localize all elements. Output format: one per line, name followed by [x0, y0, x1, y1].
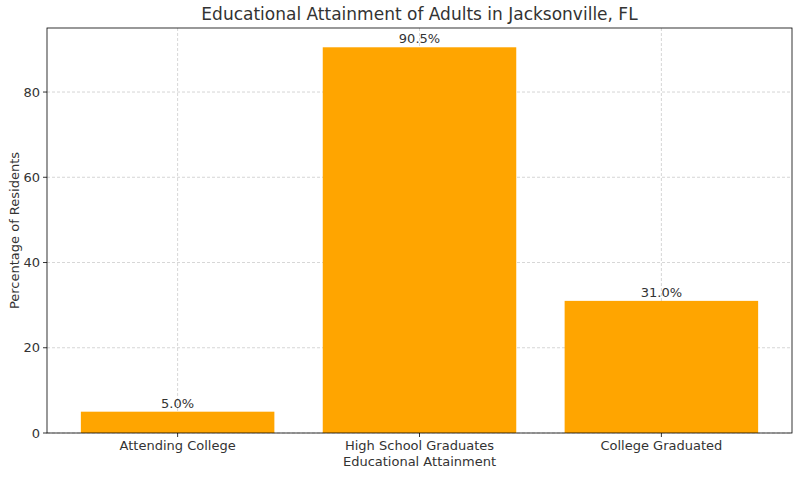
y-tick-label: 40	[23, 255, 40, 270]
y-tick	[43, 433, 47, 434]
x-tick	[661, 433, 662, 437]
bar	[81, 412, 275, 433]
x-tick-label: High School Graduates	[345, 438, 494, 453]
y-tick	[43, 262, 47, 263]
y-tick	[43, 347, 47, 348]
y-tick-label: 0	[32, 426, 40, 441]
y-tick-label: 80	[23, 85, 40, 100]
y-tick-label: 20	[23, 340, 40, 355]
data-label: 31.0%	[641, 285, 682, 300]
grid	[47, 28, 792, 433]
x-tick-label: Attending College	[120, 438, 236, 453]
x-grid-line	[177, 28, 178, 433]
data-label: 90.5%	[399, 31, 440, 46]
y-tick	[43, 177, 47, 178]
bar	[565, 301, 759, 433]
chart: 5.0% 90.5% 31.0% 0 20 40 60 80 Attending College…	[0, 0, 800, 477]
y-axis-label: Percentage of Residents	[7, 152, 22, 309]
x-axis-label: Educational Attainment	[343, 454, 496, 469]
x-tick	[419, 433, 420, 437]
bars	[81, 47, 758, 433]
data-label: 5.0%	[161, 396, 194, 411]
x-tick-label: College Graduated	[600, 438, 722, 453]
bar	[323, 47, 517, 433]
y-tick-label: 60	[23, 170, 40, 185]
title: Educational Attainment of Adults in Jack…	[201, 4, 638, 24]
x-tick	[177, 433, 178, 437]
y-tick	[43, 92, 47, 93]
plot-frame	[47, 28, 792, 433]
